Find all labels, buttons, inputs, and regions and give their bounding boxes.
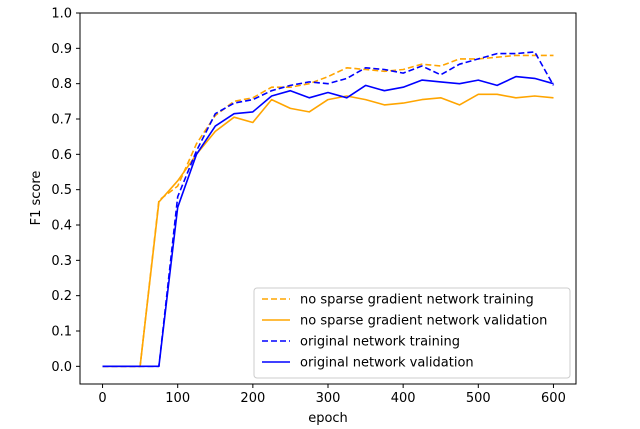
legend-label-2: no sparse gradient network validation	[300, 314, 547, 329]
y-tick-label: 0.1	[51, 325, 72, 340]
x-tick-label: 400	[391, 391, 416, 406]
legend-label-3: original network training	[300, 335, 460, 350]
y-axis-title: F1 score	[29, 171, 44, 226]
y-tick-label: 0.2	[51, 289, 72, 304]
series-line-3	[102, 51, 555, 368]
x-tick-label: 600	[541, 391, 566, 406]
legend-label-4: original network validation	[300, 356, 474, 371]
x-tick-label: 100	[165, 391, 190, 406]
x-axis-title: epoch	[308, 411, 348, 426]
plot-frame	[79, 12, 577, 385]
legend-box	[253, 287, 571, 379]
y-tick-label: 0.3	[51, 254, 72, 269]
legend-label-1: no sparse gradient network training	[300, 293, 534, 308]
y-tick-label: 0.9	[51, 42, 72, 57]
y-tick-label: 0.4	[51, 219, 72, 234]
y-tick-label: 0.8	[51, 77, 72, 92]
legend: no sparse gradient network training no sp…	[253, 287, 571, 379]
y-tick-label: 0.5	[51, 183, 72, 198]
x-tick-label: 0	[98, 391, 106, 406]
series-line-4	[102, 75, 554, 368]
x-tick-label: 300	[316, 391, 341, 406]
y-tick-label: 0.7	[51, 113, 72, 128]
x-tick-label: 200	[240, 391, 265, 406]
y-tick-label: 0.0	[51, 360, 72, 375]
x-tick-label: 500	[466, 391, 491, 406]
series-line-2	[102, 93, 554, 368]
y-tick-label: 1.0	[51, 7, 72, 22]
y-tick-label: 0.6	[51, 148, 72, 163]
ticks-layer: 0 100 200 300 400 500 600 0.0 0.1 0.2 0.3 0.4 0.5 0.6…	[51, 7, 566, 407]
series-layer	[102, 51, 555, 368]
